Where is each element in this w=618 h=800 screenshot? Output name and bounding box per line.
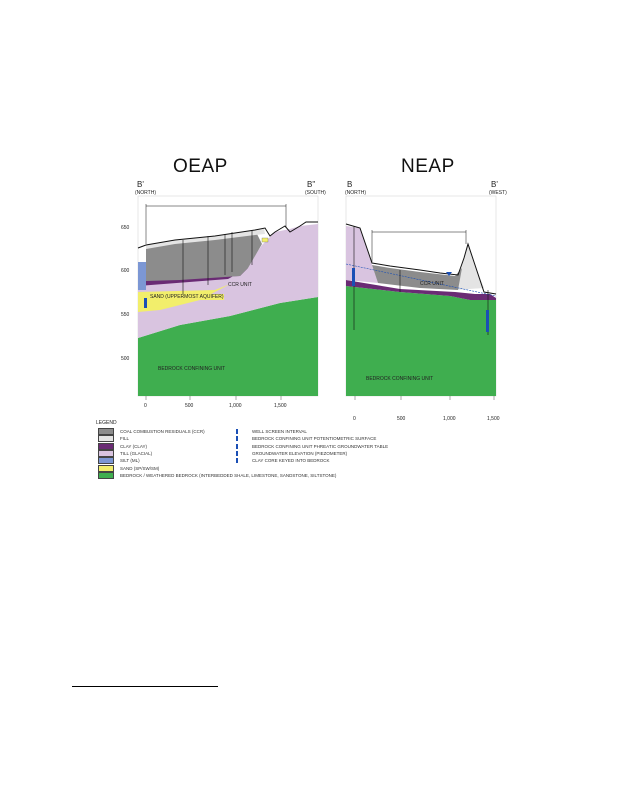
legend-label: BEDROCK CONFINING UNIT PHREATIC GROUNDWA…	[252, 443, 389, 449]
right-end-sub: (NORTH)	[345, 190, 367, 196]
legend-symbol-icon	[236, 450, 244, 456]
neap-title: NEAP	[401, 156, 455, 177]
legend-symbol-icon	[236, 429, 244, 434]
right-end-right-sub: (WEST)	[489, 190, 507, 196]
oeap-x-tick: 1,000	[229, 403, 242, 409]
oeap-screen	[144, 298, 147, 308]
oeap-bedrock-label: BEDROCK CONFINING UNIT	[158, 366, 226, 372]
legend-swatch	[98, 457, 114, 465]
legend-label: CLAY (CLAY)	[120, 443, 148, 449]
legend-swatch	[98, 471, 114, 479]
neap-knoll	[455, 245, 484, 290]
legend-swatch	[98, 435, 114, 443]
legend-label: BEDROCK CONFINING UNIT POTENTIOMETRIC SU…	[252, 436, 377, 442]
neap-water-marker	[446, 272, 452, 276]
oeap-water-marker	[261, 237, 269, 243]
oeap-bedrock	[138, 297, 318, 396]
oeap-x-tick: 1,500	[274, 403, 287, 409]
legend-label: FILL	[120, 436, 130, 442]
oeap-y-tick: 550	[121, 312, 130, 318]
legend-heading: LEGEND	[96, 420, 117, 426]
legend-item: BEDROCK CONFINING UNIT POTENTIOMETRIC SU…	[236, 435, 376, 442]
right-end-label: B	[347, 180, 353, 189]
legend-label: TILL (GLACIAL)	[120, 450, 153, 456]
legend-label: SILT (ML)	[120, 458, 140, 464]
legend-label: GROUNDWATER ELEVATION (PIEZOMETER)	[252, 450, 348, 456]
legend-item: WELL SCREEN INTERVAL	[236, 428, 307, 435]
neap-x-tick: 1,000	[443, 416, 456, 422]
oeap-y-tick: 650	[121, 225, 130, 231]
neap-clay	[346, 280, 496, 300]
oeap-till	[138, 224, 318, 338]
legend-item: GROUNDWATER ELEVATION (PIEZOMETER)	[236, 450, 347, 457]
legend-item: CLAY CORE KEYED INTO BEDROCK	[236, 457, 330, 464]
oeap-ground-surface	[137, 221, 318, 249]
left-end-sub: (NORTH)	[135, 190, 157, 196]
legend-label: SAND (SP/SW/SM)	[120, 465, 160, 471]
oeap-x-tick: 0	[144, 403, 147, 409]
legend-label: BEDROCK / WEATHERED BEDROCK (INTERBEDDED…	[120, 472, 337, 478]
oeap-title: OEAP	[173, 156, 228, 177]
legend-symbol-icon	[236, 443, 244, 449]
legend-symbol-icon	[236, 436, 244, 442]
neap-ccr	[372, 265, 462, 290]
legend-label: COAL COMBUSTION RESIDUALS (CCR)	[120, 429, 205, 434]
neap-potentiometric-line	[345, 263, 497, 297]
oeap-ccr-label: CCR UNIT	[228, 282, 252, 288]
neap-bedrock-label: BEDROCK CONFINING UNIT	[366, 376, 434, 382]
oeap-clay	[138, 268, 248, 286]
neap-screen-3	[486, 310, 489, 332]
legend-swatch	[98, 449, 114, 457]
legend-item: SAND (SP/SW/SM)	[98, 464, 160, 472]
legend-swatch	[98, 442, 114, 450]
legend-label: WELL SCREEN INTERVAL	[252, 429, 307, 434]
neap-screen-1	[352, 268, 355, 286]
right-end-right-label: B'	[491, 180, 498, 189]
legend-item: TILL (GLACIAL)	[98, 449, 153, 457]
oeap-y-tick: 600	[121, 268, 130, 274]
legend-symbol-icon	[236, 458, 244, 464]
footnote-separator	[72, 686, 218, 687]
left-end-right-label: B"	[307, 180, 316, 189]
neap-ccr-label: CCR UNIT	[420, 281, 444, 287]
legend-item: BEDROCK / WEATHERED BEDROCK (INTERBEDDED…	[98, 471, 337, 479]
neap-bedrock	[346, 286, 496, 396]
left-end-label: B'	[137, 180, 144, 189]
legend-item: COAL COMBUSTION RESIDUALS (CCR)	[98, 428, 205, 435]
legend-item: CLAY (CLAY)	[98, 442, 148, 450]
oeap-silt	[138, 262, 146, 290]
legend-swatch	[98, 428, 114, 435]
oeap-y-tick: 500	[121, 356, 130, 362]
legend-item: FILL	[98, 435, 130, 443]
neap-x-tick: 0	[353, 416, 356, 422]
legend-swatch	[98, 464, 114, 472]
legend-item: SILT (ML)	[98, 457, 140, 465]
oeap-aquifer-label: SAND (UPPERMOST AQUIFER)	[150, 294, 224, 300]
legend-item: BEDROCK CONFINING UNIT PHREATIC GROUNDWA…	[236, 443, 388, 450]
oeap-x-tick: 500	[185, 403, 194, 409]
legend-label: CLAY CORE KEYED INTO BEDROCK	[252, 458, 330, 464]
left-end-right-sub: (SOUTH)	[305, 190, 326, 196]
neap-x-tick: 1,500	[487, 416, 500, 422]
neap-x-tick: 500	[397, 416, 406, 422]
